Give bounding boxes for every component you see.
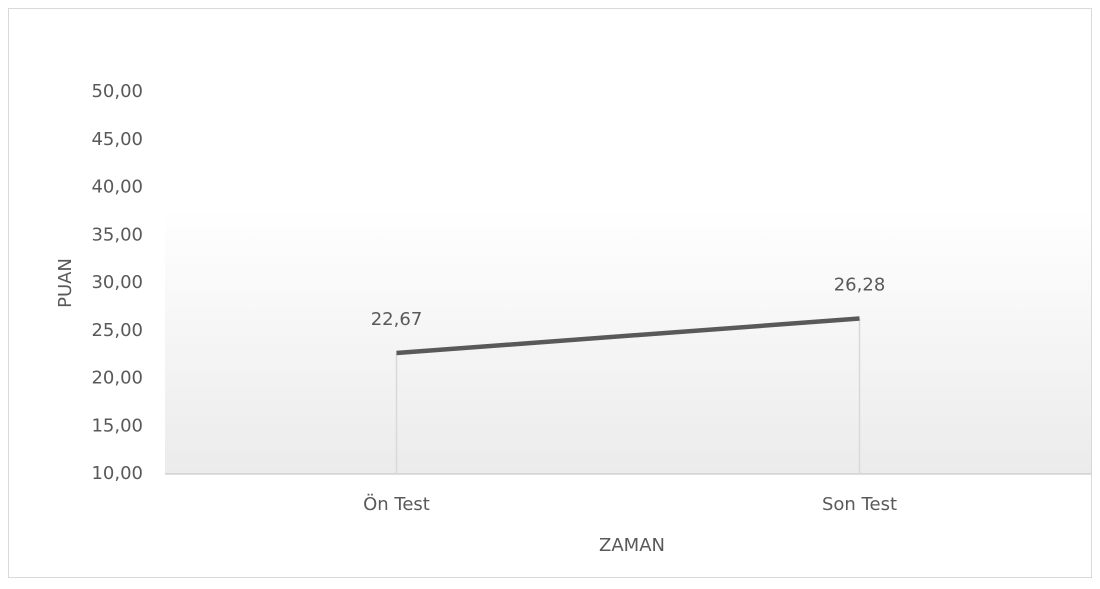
y-tick-label: 40,00 <box>91 177 143 198</box>
y-tick-label: 15,00 <box>91 415 143 436</box>
y-tick-label: 10,00 <box>91 463 143 484</box>
plot-area <box>165 92 1091 474</box>
y-tick-label: 50,00 <box>91 81 143 102</box>
x-tick-label: Son Test <box>822 494 897 515</box>
x-axis-title: ZAMAN <box>599 535 665 556</box>
y-tick-label: 20,00 <box>91 368 143 389</box>
y-tick-label: 35,00 <box>91 224 143 245</box>
x-tick-label: Ön Test <box>363 493 430 515</box>
y-tick-label: 30,00 <box>91 272 143 293</box>
data-label: 26,28 <box>834 275 886 296</box>
y-axis-title: PUAN <box>55 258 76 308</box>
line <box>396 316 860 356</box>
y-tick-label: 45,00 <box>91 129 143 150</box>
y-tick-label: 25,00 <box>91 320 143 341</box>
data-label: 22,67 <box>371 309 423 330</box>
